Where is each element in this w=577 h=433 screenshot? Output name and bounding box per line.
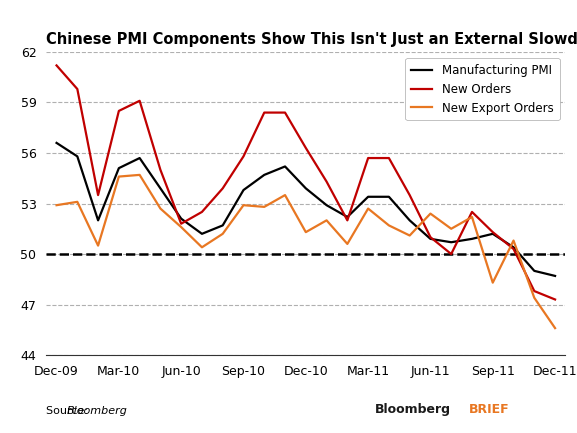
Text: Source:: Source:	[46, 406, 92, 416]
Text: BRIEF: BRIEF	[469, 403, 509, 416]
Text: Chinese PMI Components Show This Isn't Just an External Slowdown: Chinese PMI Components Show This Isn't J…	[46, 32, 577, 47]
Text: Bloomberg: Bloomberg	[375, 403, 451, 416]
Text: Bloomberg: Bloomberg	[66, 406, 128, 416]
Legend: Manufacturing PMI, New Orders, New Export Orders: Manufacturing PMI, New Orders, New Expor…	[405, 58, 560, 120]
